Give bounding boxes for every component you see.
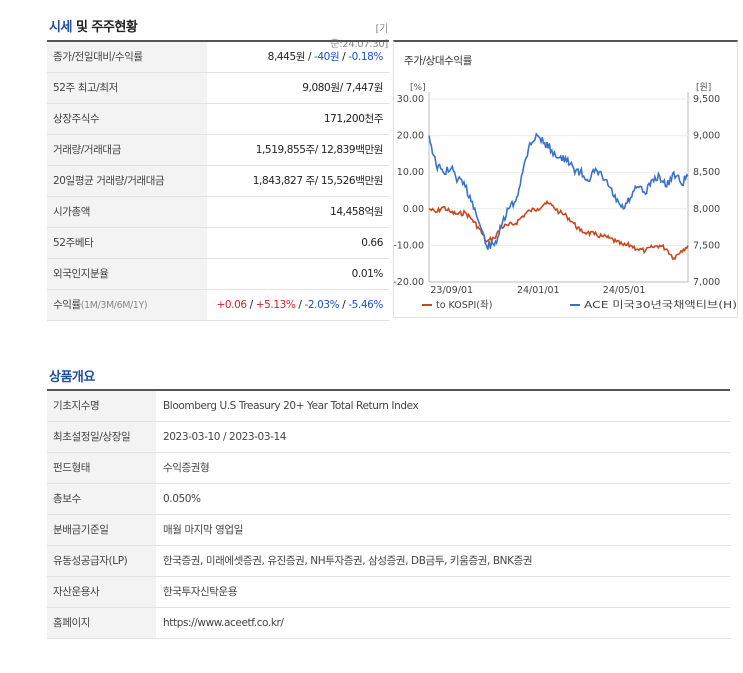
right-axis-tick-label: 8,000 <box>693 204 720 215</box>
right-axis-tick-label: 9,000 <box>693 131 720 142</box>
row-label: 외국인지분율 <box>47 258 207 290</box>
left-axis-tick-label: -20.00 <box>394 277 424 288</box>
row-label: 종가/전일대비/수익률 <box>47 41 207 73</box>
table-row: 수익률(1M/3M/6M/1Y) +0.06 / +5.13% / -2.03%… <box>47 289 389 321</box>
x-axis-tick-label: 24/01/01 <box>517 285 560 296</box>
row-label: 기초지수명 <box>47 390 156 422</box>
row-value: 매월 마지막 영업일 <box>156 514 730 546</box>
returns-value: +0.06 / +5.13% / -2.03% / -5.46% <box>207 289 389 321</box>
left-axis-tick-label: -10.00 <box>394 240 424 251</box>
close-price-value: 8,445원 / -40원 / -0.18% <box>207 41 389 73</box>
series-line-relative <box>428 199 689 261</box>
row-label: 수익률(1M/3M/6M/1Y) <box>47 289 207 321</box>
row-label[interactable]: 홈페이지 <box>47 607 156 639</box>
right-axis-tick-label: 7,500 <box>693 240 720 251</box>
series-line-price <box>428 132 689 250</box>
row-value: 한국투자신탁운용 <box>156 576 730 608</box>
row-label: 상장주식수 <box>47 103 207 135</box>
row-value: 14,458억원 <box>207 196 389 228</box>
table-row: 외국인지분율 0.01% <box>47 258 389 290</box>
row-value: Bloomberg U.S Treasury 20+ Year Total Re… <box>156 390 730 422</box>
x-axis-tick-label: 24/05/01 <box>603 285 646 296</box>
row-value: 수익증권형 <box>156 452 730 484</box>
right-axis-unit: [원] <box>696 82 711 93</box>
legend-label-price: ACE 미국30년국채액티브(H) <box>584 299 737 311</box>
price-change: -40원 <box>314 51 340 64</box>
overview-table: 기초지수명 Bloomberg U.S Treasury 20+ Year Tot… <box>47 389 730 639</box>
legend: to KOSPI(좌) ACE 미국30년국채액티브(H) <box>422 299 737 311</box>
table-row: 거래량/거래대금 1,519,855주/ 12,839백만원 <box>47 134 389 166</box>
left-axis-unit: [%] <box>410 83 426 93</box>
row-label: 총보수 <box>47 483 156 515</box>
right-axis-tick-label: 9,500 <box>693 94 720 105</box>
table-row: 상장주식수 171,200천주 <box>47 103 389 135</box>
price-chart: [%] [원] 30.0020.0010.000.00-10.00-20.00 … <box>394 82 737 311</box>
x-axis-tick-label: 23/09/01 <box>430 285 473 296</box>
row-value: 171,200천주 <box>207 103 389 135</box>
table-row: 자산운용사 한국투자신탁운용 <box>47 576 730 608</box>
row-label: 20일평균 거래량/거래대금 <box>47 165 207 197</box>
row-label: 유동성공급자(LP) <box>47 545 156 577</box>
left-axis-tick-label: 20.00 <box>397 131 424 142</box>
table-row: 분배금기준일 매월 마지막 영업일 <box>47 514 730 546</box>
chart-title: 주가/상대수익률 <box>404 55 472 67</box>
table-row: 시가총액 14,458억원 <box>47 196 389 228</box>
left-axis-tick-label: 10.00 <box>397 167 424 178</box>
right-axis-tick-label: 8,500 <box>693 167 720 178</box>
right-axis-tick-label: 7,000 <box>693 277 720 288</box>
row-value: 한국증권, 미래에셋증권, 유진증권, NH투자증권, 삼성증권, DB금투, … <box>156 545 730 577</box>
return-1y: -5.46% <box>348 298 383 311</box>
row-label: 52주베타 <box>47 227 207 259</box>
row-label: 52주 최고/최저 <box>47 72 207 104</box>
return-1m: +0.06 <box>216 298 248 311</box>
table-row: 총보수 0.050% <box>47 483 730 515</box>
row-sub-label: (1M/3M/6M/1Y) <box>80 300 148 311</box>
row-value: 0.66 <box>207 227 389 259</box>
row-label: 펀드형태 <box>47 452 156 484</box>
left-axis-tick-label: 30.00 <box>397 94 424 105</box>
left-axis-tick-label: 0.00 <box>403 204 424 215</box>
quote-title-part1: 시세 <box>49 20 72 35</box>
row-value: 9,080원/ 7,447원 <box>207 72 389 104</box>
row-value: 1,519,855주/ 12,839백만원 <box>207 134 389 166</box>
table-row: 종가/전일대비/수익률 8,445원 / -40원 / -0.18% <box>47 41 389 73</box>
return-6m: -2.03% <box>304 298 340 311</box>
table-row: 유동성공급자(LP) 한국증권, 미래에셋증권, 유진증권, NH투자증권, 삼성… <box>47 545 730 577</box>
table-row: 최초설정일/상장일 2023-03-10 / 2023-03-14 <box>47 421 730 453</box>
table-row: 52주베타 0.66 <box>47 227 389 259</box>
row-value: 2023-03-10 / 2023-03-14 <box>156 421 730 453</box>
table-row: 홈페이지 https://www.aceetf.co.kr/ <box>47 607 730 639</box>
table-row: 20일평균 거래량/거래대금 1,843,827 주/ 15,526백만원 <box>47 165 389 197</box>
row-value: 0.050% <box>156 483 730 515</box>
row-value: 1,843,827 주/ 15,526백만원 <box>207 165 389 197</box>
homepage-link[interactable]: https://www.aceetf.co.kr/ <box>156 607 730 639</box>
return-3m: +5.13% <box>255 298 296 311</box>
row-label: 분배금기준일 <box>47 514 156 546</box>
price-chart-panel: 주가/상대수익률 [%] [원] 30.00 20.00 10.00 0.00 -10.… <box>393 40 738 318</box>
table-row: 52주 최고/최저 9,080원/ 7,447원 <box>47 72 389 104</box>
row-label: 거래량/거래대금 <box>47 134 207 166</box>
row-label: 최초설정일/상장일 <box>47 421 156 453</box>
table-row: 펀드형태 수익증권형 <box>47 452 730 484</box>
quote-title-part2: 및 주주현황 <box>71 20 138 35</box>
row-label: 자산운용사 <box>47 576 156 608</box>
row-value: 0.01% <box>207 258 389 290</box>
quote-table: 종가/전일대비/수익률 8,445원 / -40원 / -0.18% 52주 최… <box>47 40 389 321</box>
change-rate: -0.18% <box>348 51 383 64</box>
legend-label-relative: to KOSPI(좌) <box>436 300 492 311</box>
quote-section-title: 시세 및 주주현황 <box>49 16 138 35</box>
table-row: 기초지수명 Bloomberg U.S Treasury 20+ Year Tot… <box>47 390 730 422</box>
row-label: 시가총액 <box>47 196 207 228</box>
overview-section-title: 상품개요 <box>49 370 95 385</box>
close-price: 8,445원 <box>267 51 306 64</box>
